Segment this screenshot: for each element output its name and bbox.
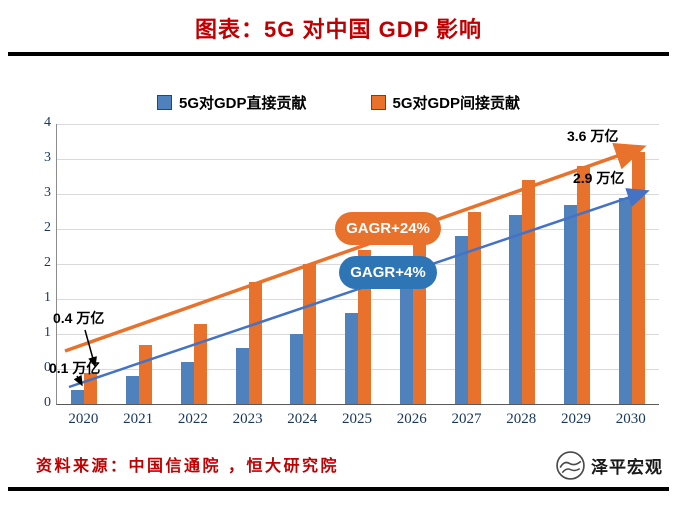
gridline [57,194,659,195]
bar-direct-2029 [563,204,577,404]
indirect-trend-arrow-icon [64,142,647,353]
x-axis-label-2024: 2024 [287,411,318,427]
brand: 泽平宏观 [555,450,663,481]
bar-direct-2025 [345,313,359,404]
gridline [57,124,659,125]
brand-name: 泽平宏观 [591,458,663,477]
annotation-2030-indirect: 3.6 万亿 [567,128,619,144]
bottom-divider [8,487,669,491]
page-title: 图表：5G 对中国 GDP 影响 [195,17,482,42]
plot-area: GAGR+24% GAGR+4% 0.1 万亿 0.4 万亿 3.6 万亿 2.… [49,124,659,405]
y-axis-tick-label: 2 [44,220,51,235]
x-axis-label-2029: 2029 [560,411,591,427]
legend-item-indirect: 5G对GDP间接贡献 [370,92,521,113]
source-note: 资料来源：中国信通院 ，恒大研究院 [36,458,339,475]
bar-direct-2027 [454,236,468,404]
pointer-2020-direct-icon [73,374,83,387]
bar-direct-2026 [399,271,413,404]
bar-indirect-2028 [522,180,536,404]
bar-direct-2020 [71,390,85,404]
direct-trend-arrow-icon [68,188,650,389]
gridline [57,159,659,160]
y-axis-tick-label: 0 [44,360,51,375]
bar-group-2024 [276,124,331,404]
x-axis-label-2028: 2028 [506,411,537,427]
legend-label-indirect: 5G对GDP间接贡献 [392,95,521,112]
annotation-2030-direct: 2.9 万亿 [573,170,625,186]
legend-item-direct: 5G对GDP直接贡献 [156,92,307,113]
title-divider [8,52,669,56]
bar-group-2027 [440,124,495,404]
x-axis-label-2026: 2026 [396,411,427,427]
x-axis: 2020 2021 2022 2023 2024 2025 2026 2027 2028 2029… [56,411,658,428]
y-axis: 4 3 3 2 2 1 1 0 0 [30,115,54,452]
cagr-direct-badge: GAGR+4% [339,256,437,289]
x-axis-label-2022: 2022 [177,411,208,427]
legend: 5G对GDP直接贡献 5G对GDP间接贡献 [0,92,677,113]
bar-indirect-2023 [248,281,262,404]
annotation-2020-indirect: 0.4 万亿 [53,310,105,326]
gridline [57,299,659,300]
bar-indirect-2024 [303,264,317,404]
bar-indirect-2027 [467,211,481,404]
bar-direct-2024 [290,334,304,404]
bar-chart: 4 3 3 2 2 1 1 0 0 [30,115,668,452]
bar-group-2029 [550,124,605,404]
legend-swatch-direct-icon [156,95,172,110]
annotation-2020-direct: 0.1 万亿 [49,360,101,376]
bar-direct-2021 [126,376,140,404]
x-axis-label-2021: 2021 [123,411,154,427]
y-axis-tick-label: 1 [44,325,51,340]
x-axis-label-2020: 2020 [68,411,99,427]
zeping-logo-icon [556,451,585,480]
bar-direct-2023 [235,348,249,404]
y-axis-tick-label: 3 [44,185,51,200]
legend-label-direct: 5G对GDP直接贡献 [178,95,307,112]
y-axis-tick-label: 2 [44,255,51,270]
x-axis-label-2025: 2025 [342,411,373,427]
y-axis-tick-label: 1 [44,290,51,305]
bar-direct-2030 [618,197,632,404]
y-axis-tick-label: 3 [44,150,51,165]
x-axis-label-2027: 2027 [451,411,482,427]
bar-group-2030 [604,124,659,404]
bar-indirect-2029 [576,166,590,404]
pointer-2020-indirect-icon [84,329,97,368]
cagr-indirect-badge: GAGR+24% [335,212,441,245]
trend-arrows-layer [64,142,650,389]
legend-swatch-indirect-icon [370,95,386,110]
x-axis-label-2023: 2023 [232,411,263,427]
x-axis-label-2030: 2030 [615,411,646,427]
bar-group-2028 [495,124,550,404]
y-axis-tick-label: 0 [44,395,51,410]
bar-indirect-2030 [631,152,645,404]
bar-direct-2022 [180,362,194,404]
bar-group-2023 [221,124,276,404]
bar-direct-2028 [509,215,523,404]
y-axis-tick-label: 4 [44,115,51,130]
